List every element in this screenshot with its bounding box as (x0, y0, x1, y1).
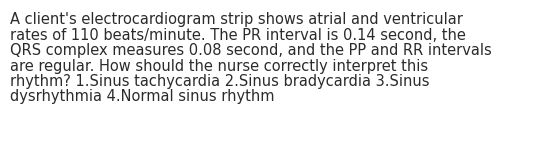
Text: QRS complex measures 0.08 second, and the PP and RR intervals: QRS complex measures 0.08 second, and th… (10, 43, 492, 58)
Text: dysrhythmia 4.Normal sinus rhythm: dysrhythmia 4.Normal sinus rhythm (10, 90, 275, 105)
Text: rhythm? 1.Sinus tachycardia 2.Sinus bradycardia 3.Sinus: rhythm? 1.Sinus tachycardia 2.Sinus brad… (10, 74, 430, 89)
Text: A client's electrocardiogram strip shows atrial and ventricular: A client's electrocardiogram strip shows… (10, 12, 463, 27)
Text: are regular. How should the nurse correctly interpret this: are regular. How should the nurse correc… (10, 58, 428, 73)
Text: rates of 110 beats/minute. The PR interval is 0.14 second, the: rates of 110 beats/minute. The PR interv… (10, 28, 466, 42)
